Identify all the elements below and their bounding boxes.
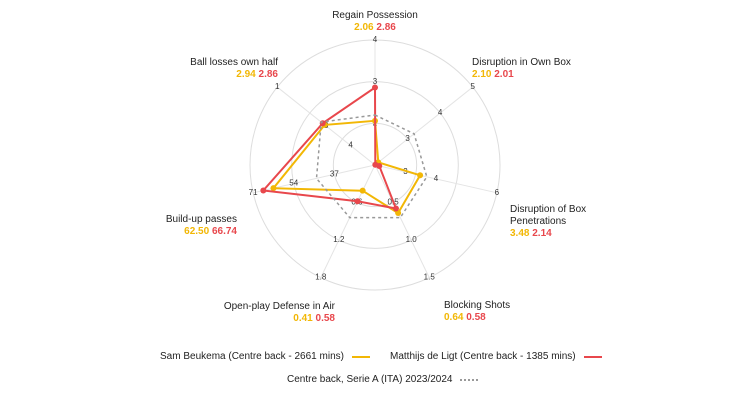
axis-label: Blocking Shots 0.64 0.58 <box>444 300 564 324</box>
value-label: 3.48 <box>510 228 530 239</box>
legend-item: Sam Beukema (Centre back - 2661 mins) <box>160 351 370 362</box>
value-label: 2.86 <box>258 69 278 80</box>
legend-text: Centre back, Serie A (ITA) 2023/2024 <box>287 374 453 385</box>
axis-name: Open-play Defense in Air <box>175 301 335 313</box>
axis-name: Blocking Shots <box>444 300 564 312</box>
legend-swatch <box>351 355 370 358</box>
series-point <box>359 187 366 194</box>
legend-text: Sam Beukema (Centre back - 2661 mins) <box>160 351 344 362</box>
legend-text: Matthijs de Ligt (Centre back - 1385 min… <box>390 351 576 362</box>
axis-label: Regain Possession 2.06 2.86 <box>275 10 475 34</box>
axis-name-text: Build-up passes <box>165 214 237 225</box>
axis-tick-label: 1.5 <box>424 273 436 282</box>
value-label: 0.64 <box>444 312 464 323</box>
axis-name-text: Regain Possession <box>332 10 418 21</box>
value-label: 0.41 <box>293 313 313 324</box>
axis-tick-label: 5 <box>471 82 476 91</box>
series-point <box>354 198 361 205</box>
axis-name-text: Blocking Shots <box>444 300 511 311</box>
legend-item: Matthijs de Ligt (Centre back - 1385 min… <box>390 351 602 362</box>
value-label: 0.58 <box>315 313 335 324</box>
axis-label: Build-up passes 62.50 66.74 <box>117 214 237 238</box>
value-label: 62.50 <box>184 226 210 237</box>
axis-tick-label: 71 <box>249 188 258 197</box>
spoke <box>374 86 474 166</box>
axis-tick-label: 1.0 <box>406 235 418 244</box>
axis-tick-label: 6 <box>495 188 500 197</box>
axis-tick-label: 37 <box>330 169 339 178</box>
axis-name-text: Disruption in Own Box <box>472 57 571 68</box>
axis-label: Disruption in Own Box 2.10 2.01 <box>472 57 612 81</box>
axis-tick-label: 1.2 <box>333 235 345 244</box>
axis-values: 62.50 66.74 <box>117 226 237 238</box>
value-label: 2.06 <box>354 22 374 33</box>
axis-name: Disruption in Own Box <box>472 57 612 69</box>
series-point <box>260 187 267 194</box>
legend-swatch <box>460 378 479 381</box>
axis-name: Ball losses own half <box>118 57 278 69</box>
axis-name: Regain Possession <box>275 10 475 22</box>
axis-tick-label: 4 <box>438 108 443 117</box>
axis-values: 3.48 2.14 <box>510 228 600 240</box>
value-label: 2.86 <box>376 22 396 33</box>
axis-label: Open-play Defense in Air 0.41 0.58 <box>175 301 335 325</box>
series-point <box>392 205 399 212</box>
axis-values: 2.06 2.86 <box>275 22 475 34</box>
axis-values: 0.41 0.58 <box>175 313 335 325</box>
axis-tick-label: 4 <box>434 174 439 183</box>
series-line <box>315 114 428 219</box>
series-point <box>376 162 383 169</box>
legend-swatch <box>583 355 602 358</box>
spoke <box>374 164 430 278</box>
value-label: 0.58 <box>466 312 486 323</box>
axis-name: Disruption of Box Penetrations <box>510 204 600 228</box>
axis-label: Disruption of Box Penetrations 3.48 2.14 <box>510 204 600 240</box>
axis-name: Build-up passes <box>117 214 237 226</box>
axis-tick-label: 4 <box>348 141 353 150</box>
axis-tick-label: 3 <box>373 77 378 86</box>
axis-values: 2.10 2.01 <box>472 69 612 81</box>
value-label: 66.74 <box>211 226 237 237</box>
axis-tick-label: 54 <box>289 179 298 188</box>
legend-item: Centre back, Serie A (ITA) 2023/2024 <box>287 374 479 385</box>
axis-tick-label: 1.8 <box>315 273 327 282</box>
spoke <box>320 164 376 278</box>
spoke <box>374 164 497 194</box>
axis-values: 2.94 2.86 <box>118 69 278 81</box>
value-label: 2.10 <box>472 69 492 80</box>
axis-values: 0.64 0.58 <box>444 312 564 324</box>
value-label: 2.94 <box>236 69 256 80</box>
series-line <box>271 119 422 215</box>
axis-tick-label: 3 <box>405 134 410 143</box>
axis-name-text: Open-play Defense in Air <box>223 301 335 312</box>
series-point <box>270 185 277 192</box>
axis-tick-label: 1 <box>275 82 280 91</box>
axis-tick-label: 4 <box>373 35 378 44</box>
series-point <box>395 210 402 217</box>
axis-label: Ball losses own half 2.94 2.86 <box>118 57 278 81</box>
series-point <box>372 84 378 91</box>
value-label: 2.01 <box>494 69 514 80</box>
axis-name-text: Ball losses own half <box>190 57 278 68</box>
value-label: 2.14 <box>532 228 552 239</box>
axis-name-text: Disruption of Box Penetrations <box>510 204 587 227</box>
series-point <box>417 172 424 179</box>
